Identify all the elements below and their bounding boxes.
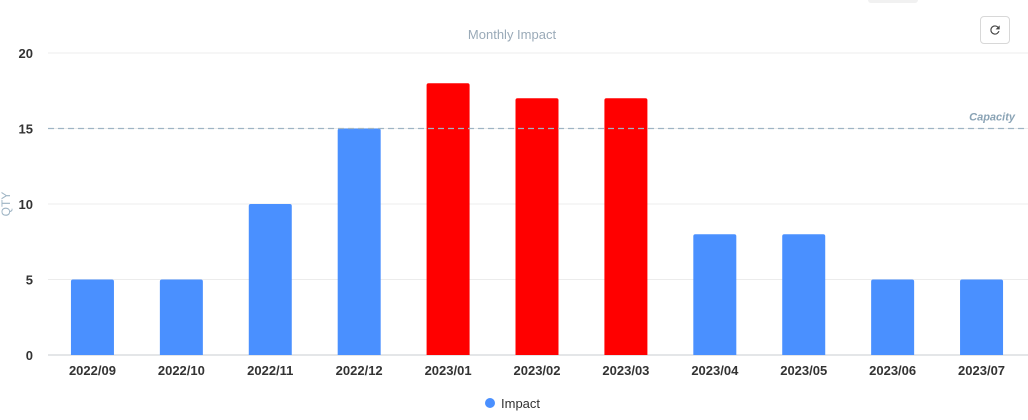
refresh-button[interactable]	[980, 16, 1010, 44]
bar-2023-05[interactable]	[782, 234, 826, 355]
bar-2022-11[interactable]	[248, 204, 292, 355]
bar-2022-10[interactable]	[159, 279, 203, 356]
bar-2023-01[interactable]	[426, 83, 470, 355]
bar-2023-04[interactable]	[693, 234, 737, 355]
y-tick-label: 20	[19, 46, 33, 61]
x-tick-label: 2023/01	[425, 363, 472, 378]
bar-2023-03[interactable]	[604, 98, 648, 356]
chart-title: Monthly Impact	[468, 27, 557, 42]
y-axis-label: QTY	[0, 192, 13, 217]
bar-2023-07[interactable]	[960, 279, 1004, 356]
x-tick-label: 2023/07	[958, 363, 1005, 378]
bar-2022-12[interactable]	[337, 128, 381, 356]
x-tick-label: 2022/10	[158, 363, 205, 378]
bar-2022-09[interactable]	[70, 279, 114, 356]
y-tick-label: 0	[26, 348, 33, 363]
refresh-icon	[990, 25, 1000, 35]
x-tick-label: 2023/03	[602, 363, 649, 378]
x-tick-label: 2023/04	[691, 363, 739, 378]
y-tick-label: 15	[19, 122, 33, 137]
x-tick-label: 2023/02	[514, 363, 561, 378]
x-tick-label: 2022/12	[336, 363, 383, 378]
legend-marker-impact	[485, 398, 495, 408]
x-tick-label: 2022/11	[247, 363, 293, 378]
top-tab-indicator	[868, 0, 918, 3]
y-tick-label: 5	[26, 273, 33, 288]
x-tick-label: 2023/06	[869, 363, 916, 378]
x-tick-label: 2023/05	[780, 363, 827, 378]
y-tick-label: 10	[19, 197, 33, 212]
bar-2023-06[interactable]	[871, 279, 915, 356]
capacity-label: Capacity	[969, 112, 1016, 124]
bar-2023-02[interactable]	[515, 98, 559, 356]
legend-label-impact: Impact	[501, 396, 540, 411]
x-tick-label: 2022/09	[69, 363, 116, 378]
